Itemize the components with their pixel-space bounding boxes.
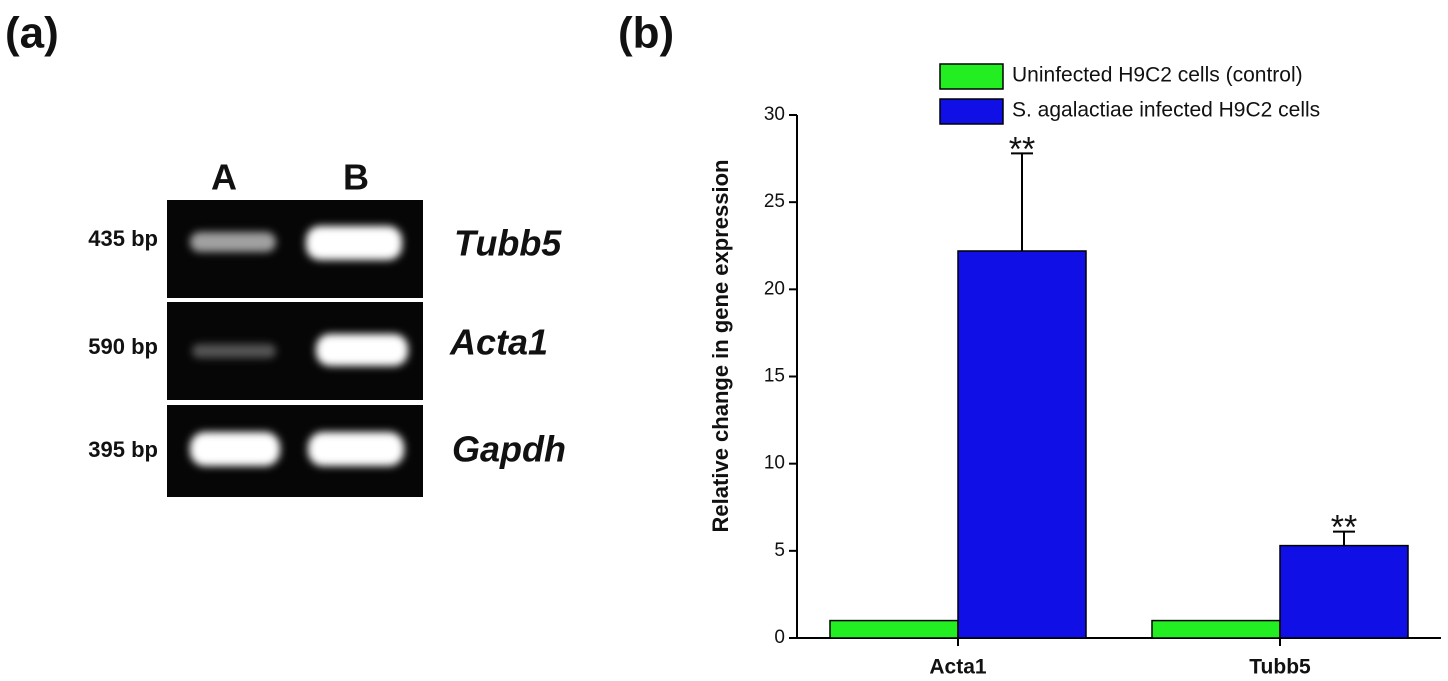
- lane-label: A: [211, 157, 237, 198]
- panel-label: (a): [5, 9, 59, 58]
- band-size: 590 bp: [88, 334, 158, 359]
- gene-name: Gapdh: [452, 429, 566, 470]
- y-tick-label: 15: [764, 366, 785, 387]
- gene-name: Acta1: [449, 322, 548, 363]
- y-axis-label: Relative change in gene expression: [708, 160, 733, 533]
- x-tick-label: Tubb5: [1249, 656, 1311, 679]
- band-size: 395 bp: [88, 437, 158, 462]
- bar: [1152, 621, 1280, 638]
- y-tick-label: 25: [764, 191, 785, 212]
- y-tick-label: 10: [764, 453, 785, 474]
- legend-label: S. agalactiae infected H9C2 cells: [1012, 99, 1320, 122]
- gel-image: [167, 200, 423, 497]
- y-tick-label: 30: [764, 104, 785, 125]
- legend-label: Uninfected H9C2 cells (control): [1012, 64, 1303, 87]
- significance: **: [1331, 509, 1357, 547]
- figure: (a) (b) A B 435 bp 590 bp 395 bp Tubb5 A…: [0, 0, 1448, 681]
- x-tick-label: Acta1: [929, 656, 987, 679]
- bar: [958, 251, 1086, 638]
- y-tick-label: 5: [774, 540, 785, 561]
- lane-label: B: [343, 157, 369, 198]
- panel-label: (b): [618, 9, 674, 58]
- legend-swatch: [940, 64, 1003, 89]
- band-size: 435 bp: [88, 226, 158, 251]
- bar: [1280, 546, 1408, 638]
- legend-swatch: [940, 99, 1003, 124]
- y-tick-label: 20: [764, 278, 785, 299]
- bar: [830, 621, 958, 638]
- y-tick-label: 0: [774, 627, 785, 648]
- gene-name: Tubb5: [454, 223, 562, 264]
- significance: **: [1009, 130, 1035, 168]
